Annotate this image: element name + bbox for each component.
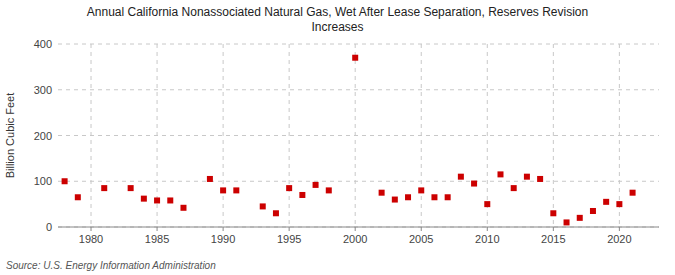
point <box>141 196 147 202</box>
tick-label: 2020 <box>607 233 631 245</box>
tick-mark <box>487 227 488 231</box>
point <box>286 185 292 191</box>
point <box>128 185 134 191</box>
point <box>62 178 68 184</box>
point <box>458 174 464 180</box>
tick-mark <box>553 227 554 231</box>
tick-label: 1980 <box>79 233 103 245</box>
point <box>313 182 319 188</box>
tick-label: 2015 <box>541 233 565 245</box>
tick-mark <box>619 227 620 231</box>
point <box>207 176 213 182</box>
chart: 0 100 200 300 400 1980 1985 1990 1995 2000 2005 201… <box>0 0 675 275</box>
point <box>603 199 609 205</box>
points <box>62 55 636 226</box>
y-axis-label: Billion Cubic Feet <box>4 93 16 179</box>
tick-label: 2005 <box>409 233 433 245</box>
source-note: Source: U.S. Energy Information Administ… <box>6 260 216 271</box>
tick-label: 1995 <box>277 233 301 245</box>
point <box>537 176 543 182</box>
ticks: 0 100 200 300 400 1980 1985 1990 1995 2000 2005 201… <box>34 38 632 245</box>
point <box>405 194 411 200</box>
tick-label: 200 <box>34 130 52 142</box>
title: Annual California Nonassociated Natural … <box>87 5 588 34</box>
tick-mark <box>223 227 224 231</box>
point <box>260 203 266 209</box>
point <box>299 192 305 198</box>
point <box>167 197 173 203</box>
tick-mark <box>157 227 158 231</box>
point <box>379 190 385 196</box>
grid-line <box>223 44 224 227</box>
point <box>352 55 358 61</box>
grid-line <box>91 44 92 227</box>
point <box>392 197 398 203</box>
grid-line <box>355 44 356 227</box>
tick-mark <box>421 227 422 231</box>
point <box>233 187 239 193</box>
point <box>220 187 226 193</box>
tick-label: 1990 <box>211 233 235 245</box>
point <box>180 205 186 211</box>
point <box>326 187 332 193</box>
tick-mark <box>289 227 290 231</box>
title-line: Annual California Nonassociated Natural … <box>87 5 588 19</box>
tick-mark <box>91 227 92 231</box>
grid-line <box>289 44 290 227</box>
tick-label: 0 <box>46 221 52 233</box>
tick-label: 2000 <box>343 233 367 245</box>
grid-line <box>58 44 659 45</box>
grid-line <box>58 135 659 136</box>
grid-line <box>58 227 659 228</box>
point <box>154 197 160 203</box>
grid-line <box>619 44 620 227</box>
point <box>471 181 477 187</box>
tick-label: 2010 <box>475 233 499 245</box>
point <box>524 174 530 180</box>
point <box>616 201 622 207</box>
point <box>101 185 107 191</box>
grid-line <box>421 44 422 227</box>
grid <box>58 44 659 227</box>
point <box>497 171 503 177</box>
point <box>564 219 570 225</box>
point <box>550 210 556 216</box>
title-line: Increases <box>311 20 363 34</box>
point <box>577 215 583 221</box>
point <box>75 194 81 200</box>
point <box>431 194 437 200</box>
grid-line <box>487 44 488 227</box>
tick-label: 400 <box>34 38 52 50</box>
point <box>630 190 636 196</box>
point <box>590 208 596 214</box>
x-axis-line <box>58 227 659 228</box>
grid-line <box>58 181 659 182</box>
grid-line <box>58 89 659 90</box>
point <box>484 201 490 207</box>
point <box>445 194 451 200</box>
grid-line <box>553 44 554 227</box>
tick-label: 100 <box>34 175 52 187</box>
point <box>511 185 517 191</box>
point <box>273 210 279 216</box>
tick-label: 300 <box>34 84 52 96</box>
tick-mark <box>355 227 356 231</box>
point <box>418 187 424 193</box>
tick-label: 1985 <box>145 233 169 245</box>
